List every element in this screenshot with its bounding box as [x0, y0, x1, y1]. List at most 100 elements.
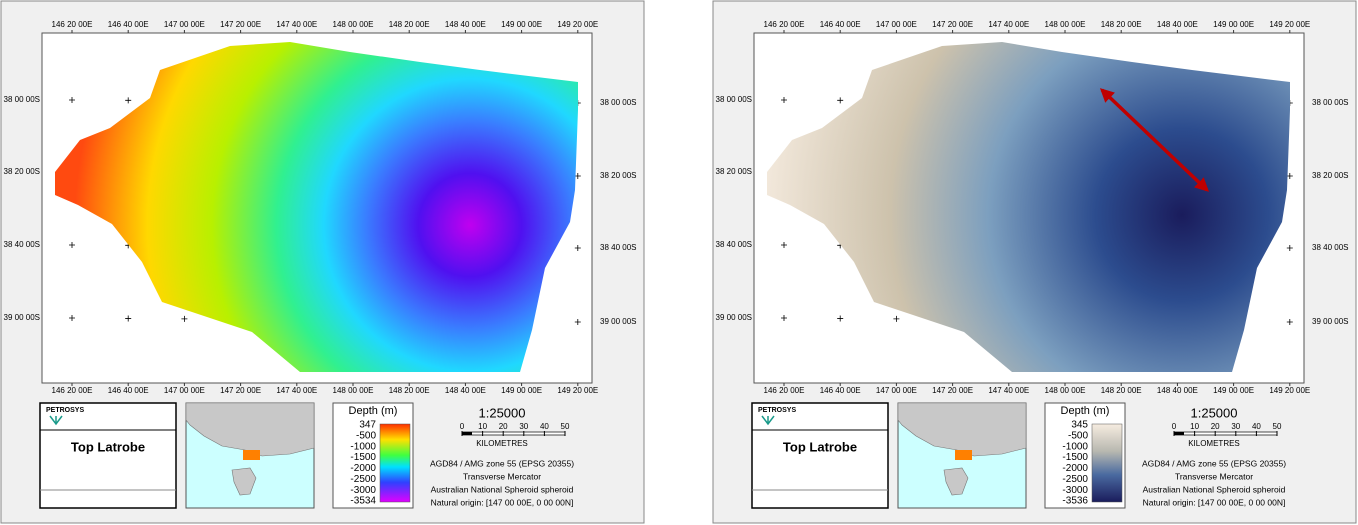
- longitude-label: 146 40 00E: [108, 386, 149, 395]
- longitude-label: 149 00 00E: [501, 386, 542, 395]
- scale-label: 0: [460, 422, 465, 431]
- scale-label: 0: [1172, 422, 1177, 431]
- longitude-label: 147 40 00E: [276, 20, 317, 29]
- logo-mark: [49, 415, 63, 426]
- grid-cross: [837, 97, 844, 104]
- longitude-label: 147 20 00E: [932, 386, 973, 395]
- latitude-label: 39 00 00S: [600, 317, 636, 326]
- latitude-label: 38 40 00S: [4, 240, 40, 249]
- longitude-label: 147 20 00E: [932, 20, 973, 29]
- latitude-label: 39 00 00S: [4, 313, 40, 322]
- latitude-label: 39 00 00S: [716, 313, 752, 322]
- legend-label: -1500: [1062, 452, 1088, 463]
- longitude-label: 148 00 00E: [333, 20, 374, 29]
- projection-line: AGD84 / AMG zone 55 (EPSG 20355): [430, 458, 574, 468]
- scale-label: 40: [540, 422, 549, 431]
- scale-label: 30: [519, 422, 528, 431]
- scale-bar-fill: [1174, 432, 1184, 435]
- grid-cross: [125, 97, 132, 104]
- projection-line: Australian National Spheroid spheroid: [1143, 484, 1286, 494]
- legend-label: -1500: [350, 452, 376, 463]
- legend-label: 347: [359, 420, 376, 431]
- legend-label: -3534: [350, 496, 376, 507]
- legend-label: -2500: [350, 474, 376, 485]
- depth-surface: [55, 42, 578, 372]
- projection-line: Australian National Spheroid spheroid: [431, 484, 574, 494]
- longitude-label: 147 00 00E: [876, 20, 917, 29]
- longitude-label: 147 20 00E: [220, 386, 261, 395]
- logo: PETROSYS: [46, 407, 84, 414]
- legend-label: -500: [1068, 430, 1088, 441]
- projection-line: Transverse Mercator: [1175, 471, 1253, 481]
- longitude-label: 147 40 00E: [988, 20, 1029, 29]
- scale-label: 30: [1231, 422, 1240, 431]
- longitude-label: 146 40 00E: [108, 20, 149, 29]
- legend-title: Depth (m): [349, 405, 398, 417]
- scale-bar: [1173, 431, 1278, 436]
- annotation-arrow: [1099, 88, 1210, 192]
- grid-cross: [574, 319, 581, 325]
- latitude-label: 38 20 00S: [716, 167, 752, 176]
- map-title: Top Latrobe: [71, 439, 145, 454]
- grid-cross: [893, 315, 900, 322]
- longitude-label: 148 40 00E: [445, 386, 486, 395]
- longitude-label: 148 40 00E: [1157, 386, 1198, 395]
- scale-ratio: 1:25000: [479, 405, 526, 420]
- latitude-label: 38 40 00S: [716, 240, 752, 249]
- longitude-label: 146 20 00E: [52, 20, 93, 29]
- logo: PETROSYS: [758, 407, 796, 414]
- longitude-label: 147 00 00E: [164, 20, 205, 29]
- latitude-label: 38 00 00S: [4, 95, 40, 104]
- color-bar: [379, 423, 411, 503]
- projection-line: Transverse Mercator: [463, 471, 541, 481]
- longitude-label: 149 20 00E: [557, 386, 598, 395]
- grid-cross: [125, 315, 132, 322]
- longitude-label: 146 40 00E: [820, 386, 861, 395]
- longitude-label: 147 40 00E: [276, 386, 317, 395]
- scale-label: 50: [1273, 422, 1282, 431]
- legend-label: -2500: [1062, 474, 1088, 485]
- legend-label: -1000: [350, 441, 376, 452]
- longitude-label: 147 00 00E: [164, 386, 205, 395]
- longitude-label: 147 00 00E: [876, 386, 917, 395]
- scale-label: 20: [1211, 422, 1220, 431]
- longitude-label: 148 40 00E: [1157, 20, 1198, 29]
- grid-cross: [181, 315, 188, 322]
- inset-location: [243, 450, 260, 460]
- scale-label: 10: [478, 422, 487, 431]
- legend-label: -500: [356, 430, 376, 441]
- grid-cross: [69, 97, 75, 103]
- grid-cross: [1286, 173, 1293, 179]
- longitude-label: 146 20 00E: [764, 386, 805, 395]
- logo-mark: [761, 415, 775, 426]
- longitude-label: 149 20 00E: [1269, 20, 1310, 29]
- grid-cross: [574, 173, 581, 179]
- inset-island: [943, 467, 969, 496]
- longitude-label: 149 20 00E: [1269, 386, 1310, 395]
- legend-title: Depth (m): [1061, 405, 1110, 417]
- longitude-label: 148 00 00E: [1045, 20, 1086, 29]
- projection-line: AGD84 / AMG zone 55 (EPSG 20355): [1142, 458, 1286, 468]
- longitude-label: 146 40 00E: [820, 20, 861, 29]
- longitude-label: 147 20 00E: [220, 20, 261, 29]
- scale-label: 20: [499, 422, 508, 431]
- grid-cross: [1286, 245, 1293, 251]
- projection-line: Natural origin: [147 00 00E, 0 00 00N]: [1143, 497, 1286, 507]
- legend-label: -2000: [1062, 463, 1088, 474]
- longitude-label: 148 20 00E: [1101, 386, 1142, 395]
- map-title: Top Latrobe: [783, 439, 857, 454]
- latitude-label: 38 20 00S: [4, 167, 40, 176]
- latitude-label: 38 40 00S: [1312, 243, 1348, 252]
- inset-island: [231, 467, 257, 496]
- scale-label: 50: [561, 422, 570, 431]
- legend-label: 345: [1071, 420, 1088, 431]
- legend-label: -1000: [1062, 441, 1088, 452]
- scale-bar-fill: [462, 432, 472, 435]
- longitude-label: 146 20 00E: [764, 20, 805, 29]
- longitude-label: 148 00 00E: [333, 386, 374, 395]
- latitude-label: 38 00 00S: [600, 98, 636, 107]
- longitude-label: 149 00 00E: [1213, 386, 1254, 395]
- legend-label: -2000: [350, 463, 376, 474]
- longitude-label: 147 40 00E: [988, 386, 1029, 395]
